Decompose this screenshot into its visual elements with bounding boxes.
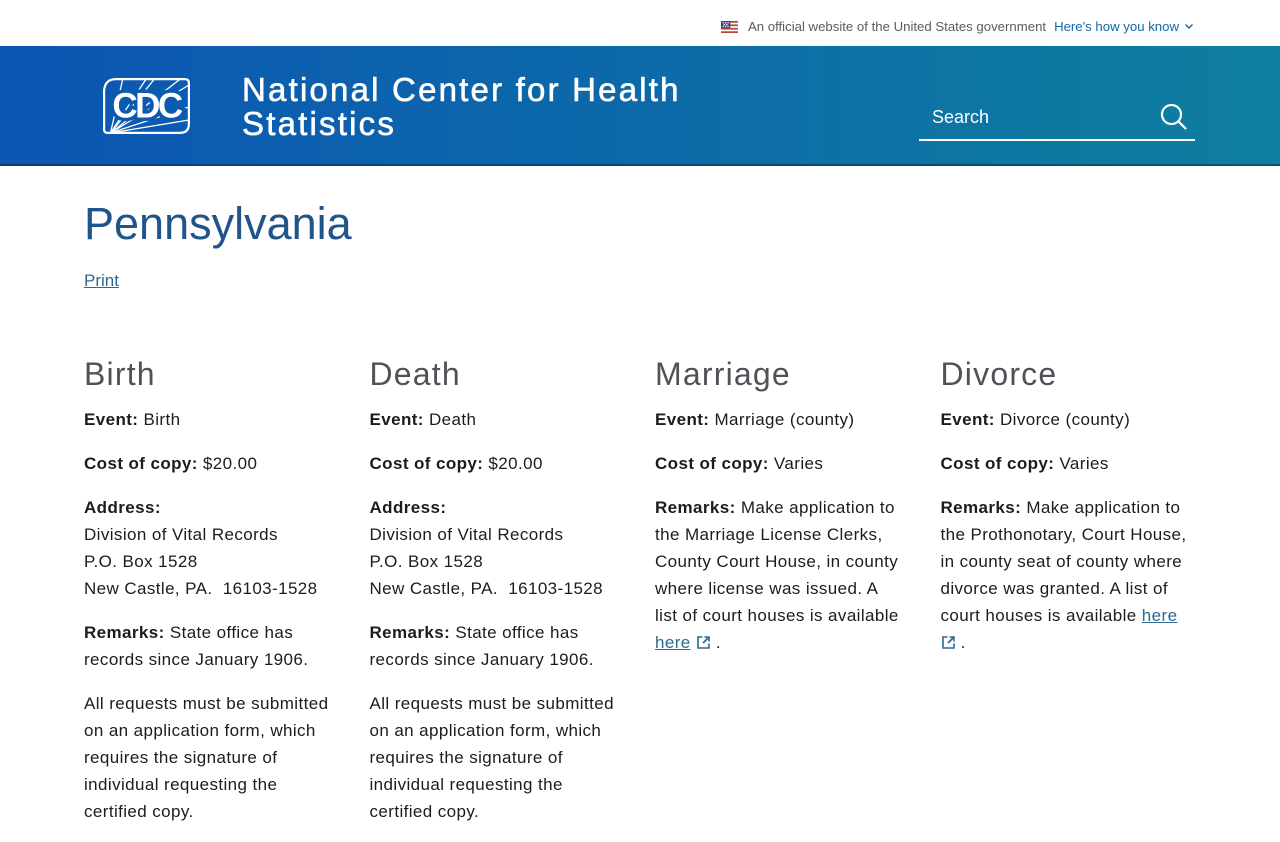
svg-text:CDC: CDC xyxy=(112,87,183,126)
svg-text:CDC: CDC xyxy=(112,87,183,126)
